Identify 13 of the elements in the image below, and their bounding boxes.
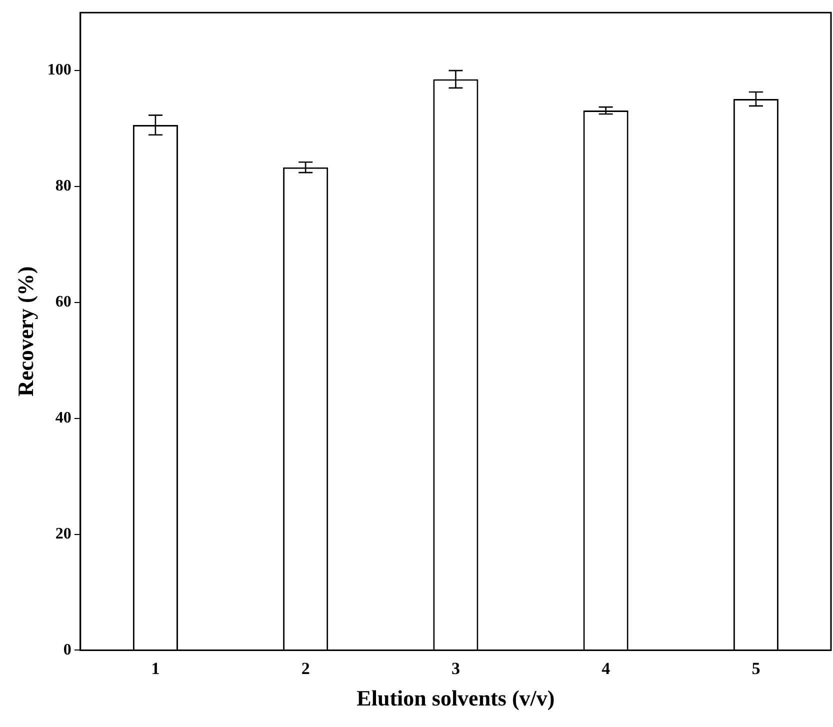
y-tick-label: 60 xyxy=(55,294,72,311)
y-tick-label: 40 xyxy=(55,409,72,426)
y-tick-label: 100 xyxy=(47,62,72,79)
x-tick-label: 2 xyxy=(301,658,310,678)
x-tick-label: 3 xyxy=(451,658,460,678)
y-tick-label: 0 xyxy=(63,641,72,658)
y-tick-label: 80 xyxy=(55,178,72,195)
x-tick-label: 5 xyxy=(752,658,760,678)
y-tick-label: 20 xyxy=(55,525,72,542)
y-axis-title: Recovery (%) xyxy=(12,266,38,396)
x-axis-title: Elution solvents (v/v) xyxy=(356,685,555,710)
x-tick-label: 4 xyxy=(602,658,611,678)
x-tick-label: 1 xyxy=(151,658,160,678)
